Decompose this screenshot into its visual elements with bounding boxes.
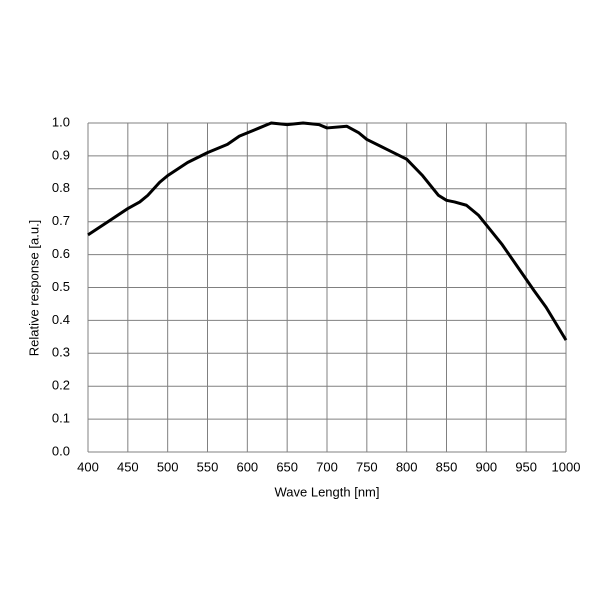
y-tick-label: 0.8 [52, 180, 70, 195]
y-tick-label: 0.0 [52, 443, 70, 458]
x-tick-label: 800 [396, 459, 418, 474]
x-tick-label: 450 [117, 459, 139, 474]
y-tick-label: 0.6 [52, 246, 70, 261]
x-axis-label: Wave Length [nm] [274, 484, 379, 499]
data-line [87, 121, 568, 341]
x-tick-label: 900 [475, 459, 497, 474]
y-tick-label: 0.4 [52, 312, 70, 327]
y-tick-label: 0.9 [52, 147, 70, 162]
y-tick-label: 0.3 [52, 345, 70, 360]
y-tick-label: 0.1 [52, 411, 70, 426]
x-tick-label: 500 [157, 459, 179, 474]
y-tick-label: 1.0 [52, 114, 70, 129]
y-tick-label: 0.2 [52, 378, 70, 393]
x-tick-label: 650 [276, 459, 298, 474]
x-tick-label: 600 [236, 459, 258, 474]
y-tick-label: 0.5 [52, 279, 70, 294]
y-axis-label: Relative response [a.u.] [26, 220, 41, 357]
x-tick-label: 700 [316, 459, 338, 474]
x-tick-label: 950 [515, 459, 537, 474]
x-tick-label: 550 [197, 459, 219, 474]
x-tick-label: 750 [356, 459, 378, 474]
x-tick-label: 400 [77, 459, 99, 474]
y-tick-label: 0.7 [52, 213, 70, 228]
x-tick-label: 1000 [552, 459, 581, 474]
x-tick-label: 850 [436, 459, 458, 474]
